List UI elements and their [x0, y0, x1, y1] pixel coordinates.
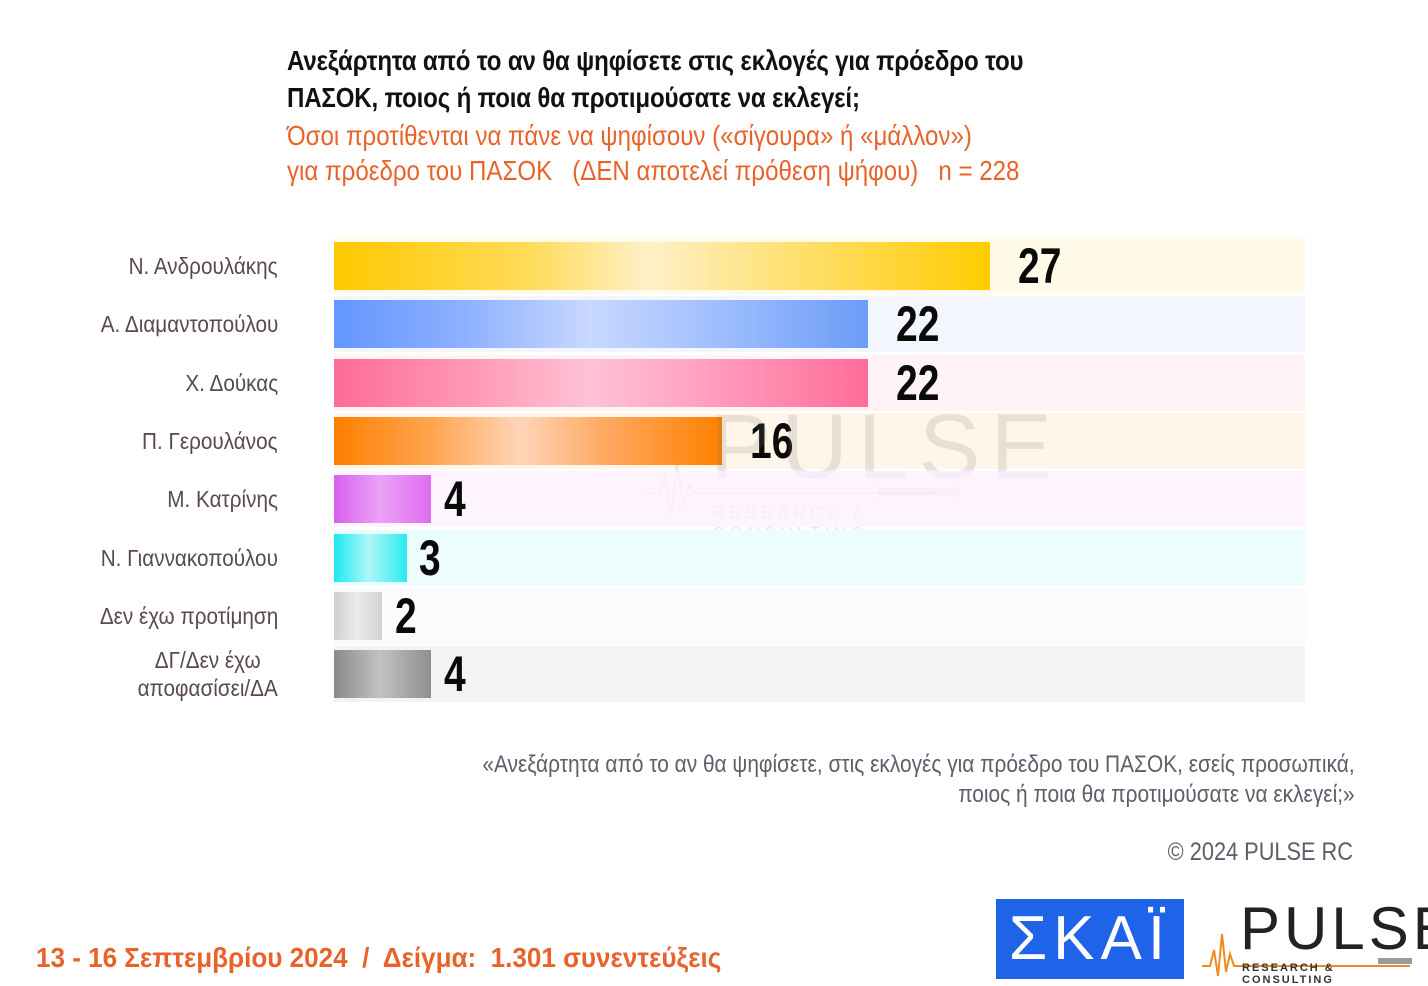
- value-label: 22: [896, 355, 940, 411]
- question-note-line-1: «Ανεξάρτητα από το αν θα ψηφίσετε, στις …: [482, 751, 1355, 778]
- chart-row: ΔΓ/Δεν έχω αποφασίσει/ΔΑ 4: [0, 646, 1428, 704]
- row-band: [334, 646, 1305, 702]
- bar-giannakopoulou: [334, 534, 407, 582]
- skai-logo: ΣΚΑΪ: [996, 899, 1184, 979]
- bar-katrinis: [334, 475, 431, 523]
- question-note-line-2: ποιος ή ποια θα προτιμούσατε να εκλεγεί;…: [958, 781, 1355, 808]
- chart-title: Ανεξάρτητα από το αν θα ψηφίσετε στις εκ…: [287, 45, 1024, 113]
- value-label: 27: [1018, 238, 1062, 294]
- row-band: [334, 530, 1305, 586]
- category-label-line-1: ΔΓ/Δεν έχω: [154, 647, 261, 673]
- subtitle-line-2: για πρόεδρο του ΠΑΣΟΚ (ΔΕΝ αποτελεί πρόθ…: [287, 155, 1020, 186]
- category-label: Π. Γερουλάνος: [142, 428, 278, 454]
- pulse-logo-word: PULSE: [1240, 895, 1428, 962]
- pulse-heartbeat-icon: [1202, 933, 1412, 977]
- value-label: 22: [896, 296, 940, 352]
- bar-diamantopoulou: [334, 300, 868, 348]
- value-label: 4: [444, 471, 466, 527]
- value-label: 2: [395, 588, 417, 644]
- chart-row: Δεν έχω προτίμηση 2: [0, 588, 1428, 646]
- value-label: 16: [750, 413, 794, 469]
- bar-chart: Ν. Ανδρουλάκης 27 Α. Διαμαντοπούλου 22 Χ…: [0, 238, 1428, 704]
- category-label: Μ. Κατρίνης: [167, 486, 278, 512]
- copyright: © 2024 PULSE RC: [1167, 838, 1353, 866]
- survey-dates-footer: 13 - 16 Σεπτεμβρίου 2024 / Δείγμα: 1.301…: [36, 942, 722, 973]
- value-label: 4: [444, 646, 466, 702]
- category-label: Ν. Γιαννακοπούλου: [100, 545, 278, 571]
- bar-androulakis: [334, 242, 990, 290]
- chart-row: Ν. Ανδρουλάκης 27: [0, 238, 1428, 296]
- value-label: 3: [419, 530, 441, 586]
- category-label: Δεν έχω προτίμηση: [99, 603, 278, 629]
- chart-subtitle: Όσοι προτίθενται να πάνε να ψηφίσουν («σ…: [287, 118, 1147, 188]
- category-label-line-2: αποφασίσει/ΔΑ: [137, 675, 278, 701]
- bar-geroulanos: [334, 417, 722, 465]
- row-band: [334, 471, 1305, 527]
- chart-row: Μ. Κατρίνης 4: [0, 471, 1428, 529]
- chart-row: Π. Γερουλάνος 16: [0, 413, 1428, 471]
- category-label: Χ. Δούκας: [185, 370, 278, 396]
- row-band: [334, 588, 1305, 644]
- pulse-logo-sub: RESEARCH & CONSULTING: [1242, 962, 1335, 986]
- bar-no-preference: [334, 592, 382, 640]
- category-label: ΔΓ/Δεν έχω αποφασίσει/ΔΑ: [138, 646, 278, 702]
- category-label: Ν. Ανδρουλάκης: [128, 253, 278, 279]
- pulse-logo: PULSE RESEARCH & CONSULTING: [1200, 895, 1428, 986]
- bar-undecided: [334, 650, 431, 698]
- chart-row: Χ. Δούκας 22: [0, 355, 1428, 413]
- subtitle-line-1: Όσοι προτίθενται να πάνε να ψηφίσουν («σ…: [287, 120, 972, 151]
- category-label: Α. Διαμαντοπούλου: [100, 311, 278, 337]
- chart-row: Α. Διαμαντοπούλου 22: [0, 296, 1428, 354]
- bar-doukas: [334, 359, 868, 407]
- chart-row: Ν. Γιαννακοπούλου 3: [0, 530, 1428, 588]
- question-note: «Ανεξάρτητα από το αν θα ψηφίσετε, στις …: [483, 750, 1355, 810]
